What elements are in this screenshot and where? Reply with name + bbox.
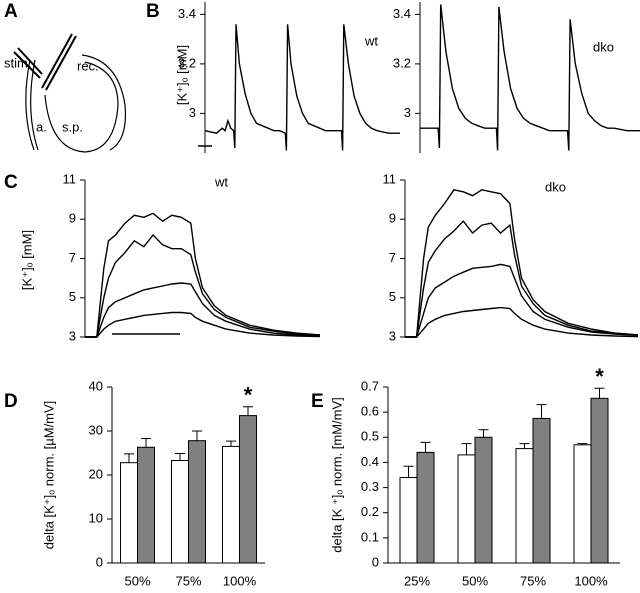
y-tick-label: 0.4 bbox=[361, 454, 379, 469]
y-axis-label: [K⁺]ₒ [mM] bbox=[174, 45, 189, 105]
y-tick-label: 0.3 bbox=[361, 479, 379, 494]
y-tick-label: 3.2 bbox=[393, 55, 411, 70]
diagram-label: rec. bbox=[77, 58, 99, 73]
y-tick-label: 5 bbox=[389, 289, 396, 304]
y-axis-label: [K⁺]ₒ [mM] bbox=[19, 230, 34, 290]
error-bar bbox=[192, 430, 202, 441]
y-tick-label: 20 bbox=[89, 466, 103, 481]
panel-label: E bbox=[311, 391, 324, 412]
bar bbox=[239, 415, 257, 564]
slice-diagram bbox=[13, 33, 127, 153]
error-bar bbox=[461, 443, 472, 455]
y-tick-label: 3 bbox=[389, 328, 396, 343]
y-axis-label: delta [K ⁺]ₒ norm. [mM/mV] bbox=[329, 397, 344, 553]
diagram-label: a. bbox=[36, 119, 47, 134]
trace bbox=[420, 4, 640, 151]
y-tick-label: 3.4 bbox=[178, 6, 196, 21]
error-bar bbox=[124, 453, 134, 463]
y-tick-label: 3 bbox=[189, 105, 196, 120]
trace-label: dko bbox=[545, 179, 566, 194]
error-bar bbox=[478, 429, 489, 438]
error-bar bbox=[226, 440, 236, 447]
trace-label: wt bbox=[364, 33, 378, 48]
y-tick-label: 0.5 bbox=[361, 429, 379, 444]
y-tick-label: 9 bbox=[389, 211, 396, 226]
trace-label: wt bbox=[214, 174, 228, 189]
error-bar bbox=[175, 452, 185, 461]
bar bbox=[474, 436, 493, 564]
y-tick-label: 0.2 bbox=[361, 504, 379, 519]
x-tick-label: 50% bbox=[462, 573, 488, 588]
y-axis-label: delta [K⁺]ₒ norm. [µM/mV] bbox=[41, 401, 56, 550]
y-tick-label: 0 bbox=[96, 554, 103, 569]
trace bbox=[405, 306, 639, 338]
y-tick-label: 7 bbox=[389, 250, 396, 265]
bar bbox=[590, 397, 609, 564]
error-bar bbox=[536, 404, 547, 419]
error-bar bbox=[594, 387, 605, 399]
y-tick-label: 7 bbox=[69, 250, 76, 265]
x-tick-label: 25% bbox=[404, 573, 430, 588]
y-tick-label: 0 bbox=[372, 554, 379, 569]
bar bbox=[222, 445, 240, 564]
bar bbox=[515, 448, 534, 564]
bar bbox=[171, 459, 189, 564]
significance-mark: * bbox=[244, 383, 253, 408]
error-bar bbox=[141, 437, 151, 448]
y-tick-label: 5 bbox=[69, 289, 76, 304]
y-tick-label: 11 bbox=[63, 171, 77, 186]
x-tick-label: 100% bbox=[223, 573, 257, 588]
trace bbox=[405, 220, 639, 338]
error-bar bbox=[577, 443, 588, 445]
trace bbox=[85, 233, 321, 338]
bar bbox=[188, 440, 206, 564]
trace bbox=[405, 189, 639, 338]
bar bbox=[573, 444, 592, 564]
y-tick-label: 0.7 bbox=[361, 378, 379, 393]
trace bbox=[85, 311, 321, 338]
y-tick-label: 3 bbox=[69, 328, 76, 343]
panel-label: D bbox=[4, 391, 18, 412]
trace-label: dko bbox=[593, 39, 614, 54]
trace bbox=[204, 24, 400, 151]
bar bbox=[457, 454, 476, 564]
y-tick-label: 11 bbox=[383, 171, 397, 186]
x-tick-label: 50% bbox=[124, 573, 150, 588]
trace bbox=[85, 212, 321, 338]
y-tick-label: 3.4 bbox=[393, 6, 411, 21]
error-bar bbox=[420, 441, 431, 453]
error-bar bbox=[403, 465, 414, 478]
y-tick-label: 3.2 bbox=[178, 55, 196, 70]
y-tick-label: 30 bbox=[89, 422, 103, 437]
y-tick-label: 9 bbox=[69, 211, 76, 226]
bar bbox=[532, 417, 551, 564]
panel-label: A bbox=[4, 1, 18, 22]
panel-label: B bbox=[146, 1, 160, 22]
error-bar bbox=[519, 443, 530, 449]
bar bbox=[416, 451, 435, 564]
bar bbox=[137, 446, 155, 564]
significance-mark: * bbox=[595, 364, 604, 389]
y-tick-label: 10 bbox=[89, 510, 103, 525]
trace bbox=[85, 282, 321, 338]
bar bbox=[120, 462, 138, 564]
x-tick-label: 75% bbox=[520, 573, 546, 588]
x-tick-label: 75% bbox=[175, 573, 201, 588]
y-tick-label: 0.6 bbox=[361, 404, 379, 419]
y-tick-label: 0.1 bbox=[361, 529, 379, 544]
x-tick-label: 100% bbox=[574, 573, 608, 588]
error-bar bbox=[243, 406, 253, 416]
bar bbox=[399, 477, 418, 564]
y-tick-label: 3 bbox=[404, 105, 411, 120]
panel-label: C bbox=[4, 172, 18, 193]
diagram-label: s.p. bbox=[62, 119, 83, 134]
diagram-label: stim. bbox=[4, 55, 31, 70]
trace bbox=[405, 263, 639, 338]
y-tick-label: 40 bbox=[89, 378, 103, 393]
